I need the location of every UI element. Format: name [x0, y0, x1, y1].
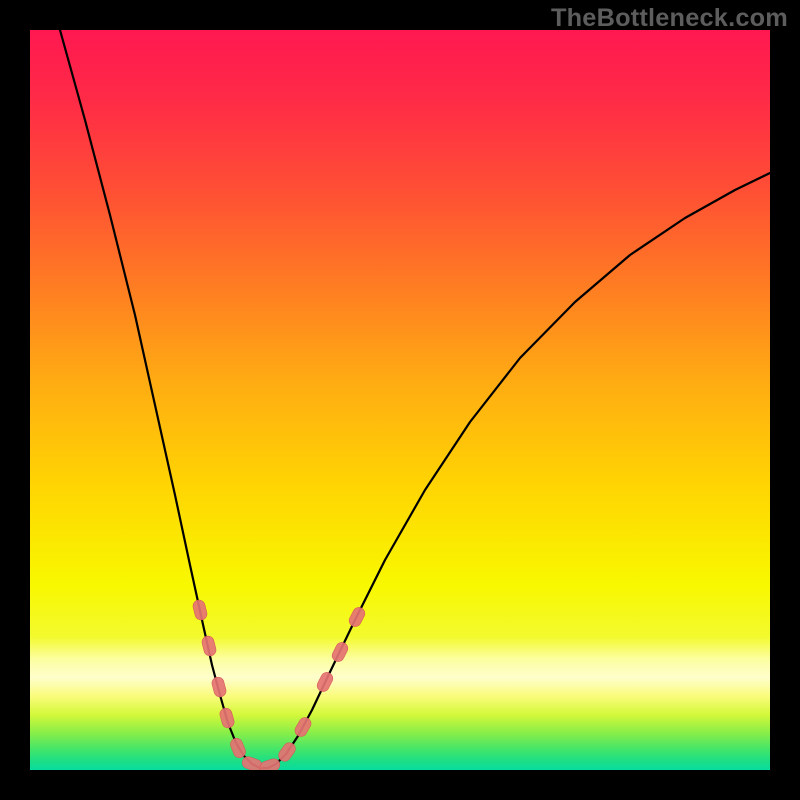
bottleneck-curve-layer: [30, 30, 770, 770]
curve-marker: [218, 707, 235, 730]
curve-marker: [192, 599, 208, 621]
curve-marker: [211, 676, 228, 698]
watermark-text: TheBottleneck.com: [551, 4, 788, 33]
chart-frame: TheBottleneck.com: [0, 0, 800, 800]
curve-marker: [347, 605, 367, 628]
curve-markers: [192, 599, 367, 770]
curve-marker: [201, 635, 217, 657]
curve-marker: [330, 640, 350, 663]
curve-marker: [259, 757, 282, 770]
bottleneck-curve: [60, 30, 770, 768]
curve-marker: [315, 670, 335, 693]
curve-marker: [293, 715, 313, 738]
